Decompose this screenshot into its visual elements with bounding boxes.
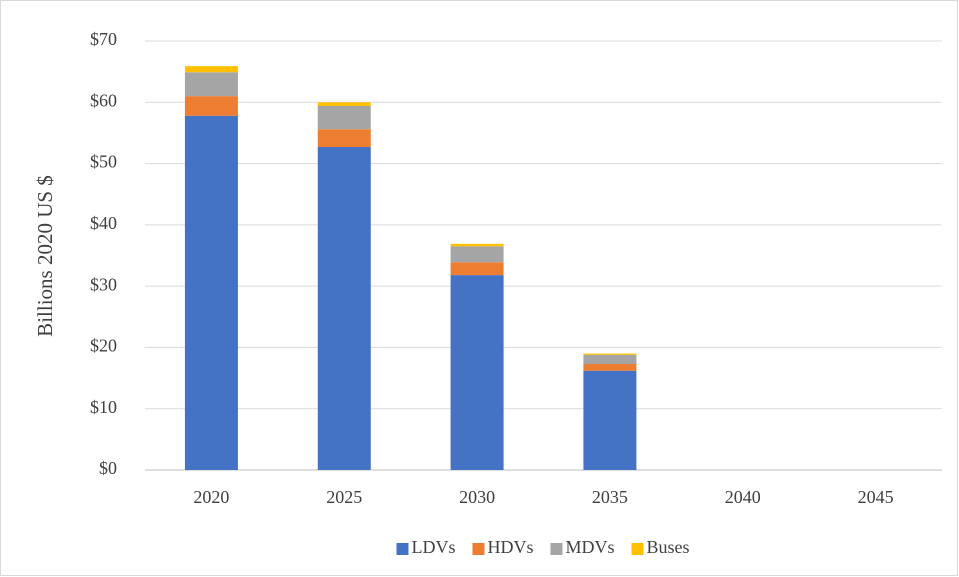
y-tick-label: $60 xyxy=(90,90,117,110)
x-tick-label: 2040 xyxy=(725,487,761,507)
x-tick-label: 2035 xyxy=(592,487,628,507)
bar-segment xyxy=(450,262,504,276)
bar-segment xyxy=(317,147,371,470)
y-tick-label: $30 xyxy=(90,274,117,294)
bar-segment xyxy=(450,243,504,247)
legend-swatch xyxy=(396,543,409,555)
legend-label: Buses xyxy=(647,537,690,557)
bar-segment xyxy=(184,66,238,73)
x-tick-label: 2020 xyxy=(193,487,229,507)
y-tick-label: $0 xyxy=(99,458,117,478)
bar-segment xyxy=(450,275,504,470)
legend-swatch xyxy=(550,543,563,555)
bar-segment xyxy=(317,102,371,106)
legend-swatch xyxy=(631,543,644,555)
legend-label: LDVs xyxy=(411,537,455,557)
bar-segment xyxy=(184,115,238,471)
legend-label: HDVs xyxy=(487,537,533,557)
y-tick-label: $70 xyxy=(90,29,117,49)
legend-swatch xyxy=(472,543,485,555)
bar-segment xyxy=(317,105,371,130)
x-tick-label: 2030 xyxy=(459,487,495,507)
bar-segment xyxy=(317,129,371,148)
bar-segment xyxy=(184,72,238,97)
x-tick-label: 2025 xyxy=(326,487,362,507)
bar-segment xyxy=(583,353,637,355)
x-tick-label: 2045 xyxy=(858,487,894,507)
y-tick-label: $50 xyxy=(90,152,117,172)
y-tick-label: $20 xyxy=(90,336,117,356)
bar-segment xyxy=(450,246,504,263)
bar-segment xyxy=(583,363,637,371)
y-tick-label: $40 xyxy=(90,213,117,233)
bar-segment xyxy=(583,354,637,364)
bar-segment xyxy=(583,370,637,470)
bar-segment xyxy=(184,96,238,116)
y-tick-label: $10 xyxy=(90,397,117,417)
legend-label: MDVs xyxy=(565,537,614,557)
y-axis-label: Billions 2020 US $ xyxy=(33,175,57,337)
